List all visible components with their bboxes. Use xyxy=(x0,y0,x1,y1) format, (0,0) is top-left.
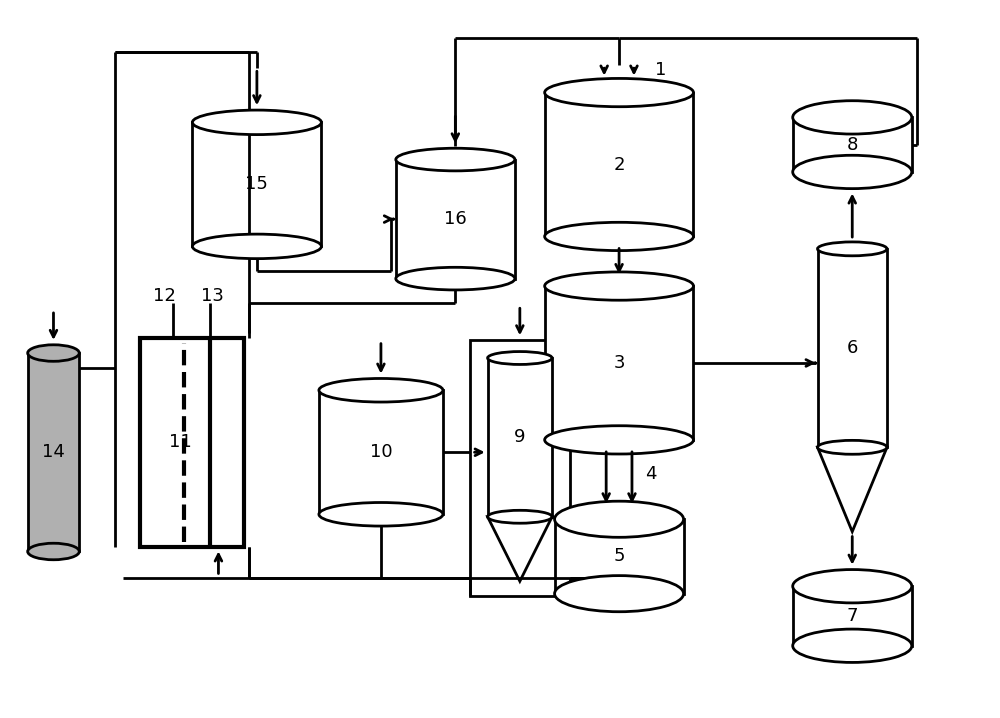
Ellipse shape xyxy=(555,576,684,612)
Text: 10: 10 xyxy=(370,443,392,461)
Polygon shape xyxy=(488,517,552,582)
Ellipse shape xyxy=(818,440,887,454)
Text: 13: 13 xyxy=(201,287,224,305)
Text: 9: 9 xyxy=(514,429,526,447)
Ellipse shape xyxy=(488,510,552,523)
Ellipse shape xyxy=(396,148,515,171)
Text: 6: 6 xyxy=(847,339,858,357)
Ellipse shape xyxy=(488,352,552,365)
Bar xyxy=(28,353,79,551)
Bar xyxy=(555,519,684,594)
Text: 12: 12 xyxy=(153,287,176,305)
Bar xyxy=(545,286,693,440)
Ellipse shape xyxy=(192,234,321,258)
Bar xyxy=(140,338,244,546)
Text: 4: 4 xyxy=(645,465,657,483)
Ellipse shape xyxy=(545,272,693,300)
Text: 14: 14 xyxy=(42,443,65,461)
Ellipse shape xyxy=(793,101,912,134)
Bar xyxy=(396,159,515,279)
Bar xyxy=(793,117,912,172)
Text: 7: 7 xyxy=(847,607,858,625)
Bar xyxy=(319,391,443,514)
Text: 16: 16 xyxy=(444,210,467,228)
Ellipse shape xyxy=(818,242,887,256)
Text: 11: 11 xyxy=(169,434,192,452)
Ellipse shape xyxy=(28,544,79,560)
Text: 8: 8 xyxy=(847,136,858,154)
Text: 15: 15 xyxy=(245,175,268,193)
Ellipse shape xyxy=(545,78,693,107)
Polygon shape xyxy=(818,447,887,531)
Ellipse shape xyxy=(555,501,684,537)
Text: 2: 2 xyxy=(613,156,625,174)
Text: 1: 1 xyxy=(655,61,666,79)
Ellipse shape xyxy=(793,155,912,189)
Ellipse shape xyxy=(545,426,693,454)
Bar xyxy=(545,93,693,236)
Text: 3: 3 xyxy=(613,354,625,372)
Bar xyxy=(470,340,570,596)
Ellipse shape xyxy=(545,223,693,251)
Ellipse shape xyxy=(319,378,443,402)
Bar xyxy=(192,122,321,246)
Ellipse shape xyxy=(793,569,912,603)
Ellipse shape xyxy=(396,267,515,290)
Bar xyxy=(793,586,912,645)
Bar xyxy=(488,358,552,517)
Ellipse shape xyxy=(28,345,79,361)
Text: 5: 5 xyxy=(613,547,625,566)
Bar xyxy=(818,249,887,447)
Ellipse shape xyxy=(793,629,912,663)
Ellipse shape xyxy=(319,503,443,526)
Ellipse shape xyxy=(192,110,321,134)
